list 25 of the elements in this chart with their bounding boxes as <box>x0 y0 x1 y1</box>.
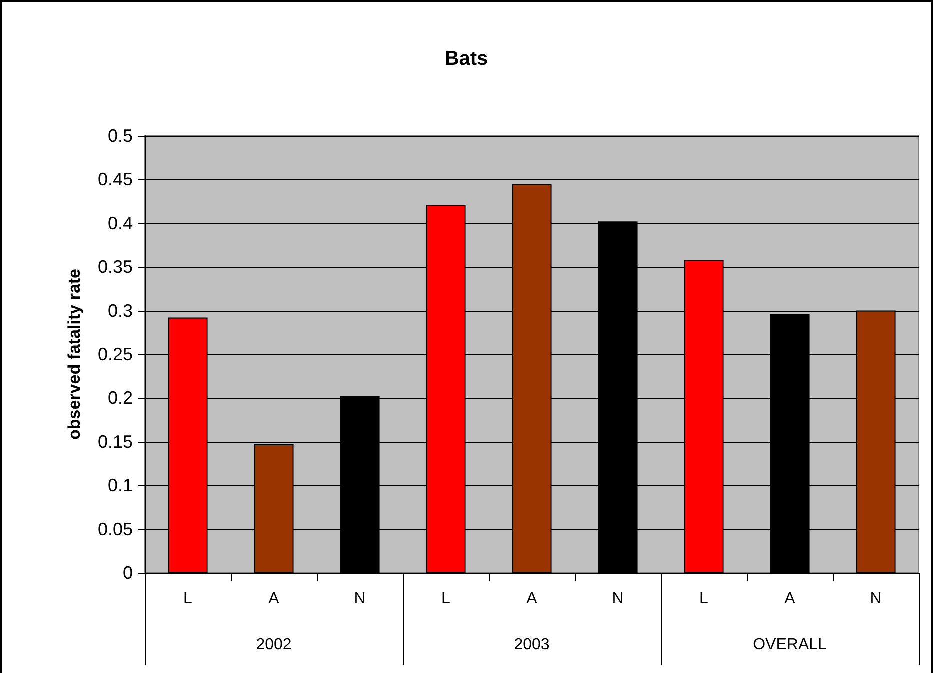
x-tick-label: N <box>870 590 882 608</box>
y-tick-label: 0.5 <box>108 126 133 146</box>
x-tick-label: A <box>784 590 796 608</box>
y-tick-label: 0.2 <box>108 388 133 408</box>
x-tick-label: A <box>268 590 280 608</box>
x-tick-label: L <box>442 590 451 608</box>
y-tick-label: 0 <box>122 563 133 583</box>
y-tick-label: 0.1 <box>108 476 133 496</box>
x-tick-label: A <box>526 590 538 608</box>
x-tick-label: N <box>612 590 624 608</box>
y-tick-label: 0.05 <box>98 519 133 540</box>
y-axis-title: observed fatality rate <box>65 268 84 440</box>
x-tick-label: L <box>700 590 709 608</box>
y-tick-label: 0.3 <box>108 300 133 321</box>
y-tick-label: 0.4 <box>108 213 133 234</box>
x-tick-label: N <box>354 590 366 608</box>
y-tick-label: 0.25 <box>98 344 133 364</box>
text: 2003 <box>514 636 550 654</box>
text: 2002 <box>256 636 292 654</box>
text: OVERALL <box>753 636 828 654</box>
y-tick-label: 0.35 <box>98 257 133 278</box>
x-tick-label: L <box>184 590 193 608</box>
y-tick-label: 0.15 <box>98 432 133 452</box>
chart-title: Bats <box>444 48 488 70</box>
y-tick-label: 0.45 <box>98 170 133 190</box>
